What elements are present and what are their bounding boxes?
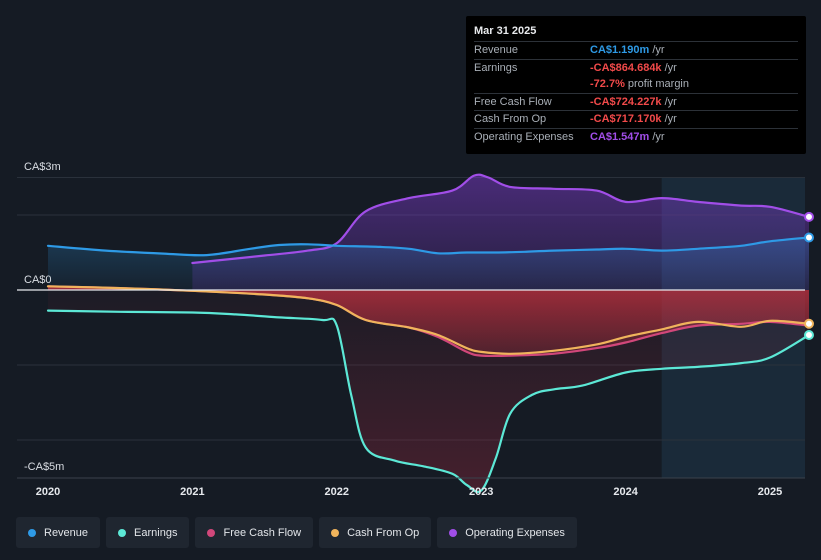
legend-label: Earnings — [134, 526, 178, 539]
series-lines — [46, 173, 811, 494]
tooltip-value: -CA$717.170k — [590, 113, 662, 125]
tooltip-label: Cash From Op — [474, 113, 547, 125]
y-tick-label: CA$3m — [24, 161, 61, 173]
tooltip-unit: /yr — [664, 61, 677, 74]
legend-dot-icon — [28, 528, 36, 537]
x-tick-label: 2020 — [36, 486, 60, 498]
tooltip-value: -CA$864.684k — [590, 61, 662, 74]
tooltip-row: Revenue CA$1.190m/yr — [474, 41, 798, 59]
tooltip-row: Cash From Op -CA$717.170k/yr — [474, 110, 798, 128]
tooltip-row: -72.7% profit margin — [474, 76, 798, 93]
tooltip-label: Free Cash Flow — [474, 95, 552, 108]
legend-dot-icon — [449, 528, 458, 537]
endpoint-earnings — [803, 330, 814, 340]
area-revenue — [48, 237, 809, 290]
chart: CA$3m CA$0 -CA$5m 2020 2021 2022 2023 2024 2025 — [17, 161, 814, 498]
tooltip-label: Operating Expenses — [474, 130, 574, 143]
endpoint-operating-expenses — [803, 211, 814, 222]
legend-item-operating-expenses[interactable]: Operating Expenses — [437, 517, 577, 548]
x-tick-label: 2024 — [613, 486, 638, 498]
tooltip-row: Operating Expenses CA$1.547m/yr — [474, 127, 798, 146]
tooltip-value: CA$1.547m — [590, 130, 650, 143]
legend-label: Free Cash Flow — [223, 526, 302, 539]
tooltip-unit: /yr — [664, 113, 677, 125]
y-axis-labels: CA$3m CA$0 -CA$5m — [24, 161, 64, 473]
legend-item-cash-from-op[interactable]: Cash From Op — [319, 517, 432, 548]
line-cash-from-op — [46, 285, 811, 355]
x-axis-labels: 2020 2021 2022 2023 2024 2025 — [36, 486, 782, 498]
x-tick-label: 2021 — [180, 486, 204, 498]
legend-item-earnings[interactable]: Earnings — [106, 517, 190, 548]
legend-item-free-cash-flow[interactable]: Free Cash Flow — [195, 517, 314, 548]
legend-label: Operating Expenses — [465, 526, 565, 539]
tooltip-label: Revenue — [474, 44, 519, 56]
tooltip: Mar 31 2025 Revenue CA$1.190m/yr Earnings -… — [466, 16, 806, 154]
legend-item-revenue[interactable]: Revenue — [16, 517, 101, 548]
tooltip-row: Earnings -CA$864.684k/yr — [474, 58, 798, 77]
tooltip-value: -72.7% — [590, 78, 625, 90]
legend-dot-icon — [118, 528, 127, 537]
legend-dot-icon — [331, 528, 340, 537]
x-tick-label: 2023 — [469, 486, 493, 498]
tooltip-row: Free Cash Flow -CA$724.227k/yr — [474, 92, 798, 111]
tooltip-unit: /yr — [652, 44, 665, 56]
line-operating-expenses — [191, 173, 811, 265]
series-endpoints — [803, 211, 814, 340]
tooltip-unit: /yr — [652, 130, 665, 143]
tooltip-label — [474, 76, 590, 93]
tooltip-unit: profit margin — [627, 78, 689, 90]
x-tick-label: 2025 — [758, 486, 782, 498]
legend-label: Cash From Op — [347, 526, 420, 539]
line-revenue — [46, 236, 811, 257]
endpoint-revenue — [803, 232, 814, 243]
x-tick-label: 2022 — [325, 486, 349, 498]
line-earnings — [46, 309, 811, 494]
y-tick-label: CA$0 — [24, 274, 52, 286]
legend-label: Revenue — [44, 526, 89, 539]
area-cash-from-op — [48, 286, 809, 354]
tooltip-label: Earnings — [474, 61, 518, 74]
y-tick-label: -CA$5m — [24, 461, 64, 473]
tooltip-value: -CA$724.227k — [590, 95, 662, 108]
tooltip-unit: /yr — [664, 95, 677, 108]
endpoint-cash-from-op — [803, 318, 814, 329]
tooltip-date: Mar 31 2025 — [474, 25, 537, 37]
legend-dot-icon — [207, 528, 216, 537]
legend: Revenue Earnings Free Cash Flow Cash From O… — [16, 517, 577, 548]
tooltip-value: CA$1.190m — [590, 44, 650, 56]
